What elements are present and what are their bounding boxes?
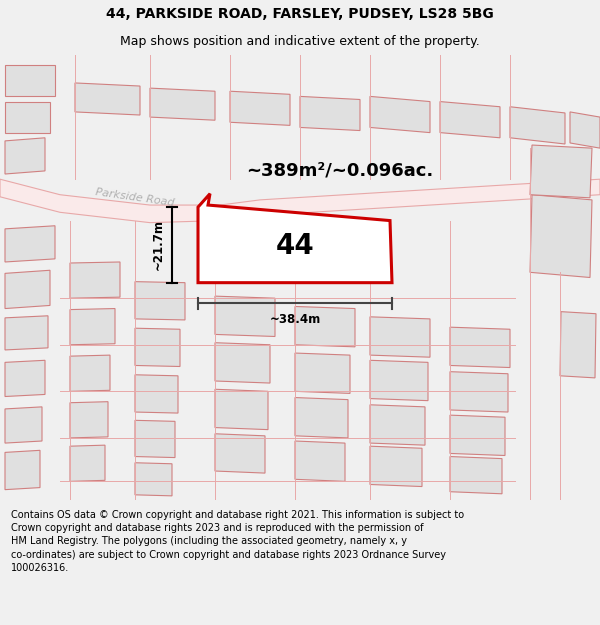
- Polygon shape: [5, 360, 45, 396]
- Polygon shape: [370, 360, 428, 401]
- Polygon shape: [230, 91, 290, 126]
- Polygon shape: [198, 194, 392, 282]
- Polygon shape: [5, 138, 45, 174]
- Text: Map shows position and indicative extent of the property.: Map shows position and indicative extent…: [120, 35, 480, 48]
- Polygon shape: [215, 342, 270, 383]
- Polygon shape: [300, 96, 360, 131]
- Polygon shape: [510, 107, 565, 144]
- Polygon shape: [570, 112, 600, 148]
- Polygon shape: [70, 402, 108, 438]
- Polygon shape: [215, 434, 265, 473]
- Polygon shape: [370, 446, 422, 486]
- Polygon shape: [150, 88, 215, 120]
- Polygon shape: [450, 372, 508, 412]
- Text: Parkside Road: Parkside Road: [95, 188, 175, 208]
- Polygon shape: [70, 355, 110, 391]
- Polygon shape: [370, 405, 425, 445]
- Polygon shape: [135, 282, 185, 320]
- Polygon shape: [5, 102, 50, 132]
- Text: ~38.4m: ~38.4m: [269, 313, 320, 326]
- Text: 44: 44: [275, 232, 314, 261]
- Polygon shape: [450, 415, 505, 456]
- Polygon shape: [530, 145, 592, 198]
- Polygon shape: [215, 389, 268, 429]
- Polygon shape: [5, 316, 48, 350]
- Polygon shape: [530, 195, 592, 278]
- Polygon shape: [135, 462, 172, 496]
- Polygon shape: [450, 327, 510, 367]
- Polygon shape: [370, 317, 430, 357]
- Polygon shape: [440, 102, 500, 138]
- Polygon shape: [70, 309, 115, 345]
- Polygon shape: [295, 353, 350, 393]
- Polygon shape: [295, 441, 345, 481]
- Polygon shape: [75, 83, 140, 115]
- Text: 44, PARKSIDE ROAD, FARSLEY, PUDSEY, LS28 5BG: 44, PARKSIDE ROAD, FARSLEY, PUDSEY, LS28…: [106, 7, 494, 21]
- Polygon shape: [5, 226, 55, 262]
- Polygon shape: [295, 306, 355, 347]
- Polygon shape: [70, 445, 105, 481]
- Polygon shape: [5, 407, 42, 443]
- Text: Contains OS data © Crown copyright and database right 2021. This information is : Contains OS data © Crown copyright and d…: [11, 510, 464, 572]
- Polygon shape: [135, 375, 178, 413]
- Polygon shape: [215, 296, 275, 336]
- Polygon shape: [560, 312, 596, 378]
- Polygon shape: [5, 270, 50, 309]
- Text: ~389m²/~0.096ac.: ~389m²/~0.096ac.: [247, 162, 434, 180]
- Polygon shape: [70, 262, 120, 298]
- Polygon shape: [450, 456, 502, 494]
- Text: ~21.7m: ~21.7m: [151, 219, 164, 271]
- Polygon shape: [370, 96, 430, 132]
- Polygon shape: [135, 328, 180, 366]
- Polygon shape: [0, 179, 600, 222]
- Polygon shape: [5, 66, 55, 96]
- Polygon shape: [295, 398, 348, 438]
- Polygon shape: [135, 421, 175, 457]
- Polygon shape: [5, 451, 40, 489]
